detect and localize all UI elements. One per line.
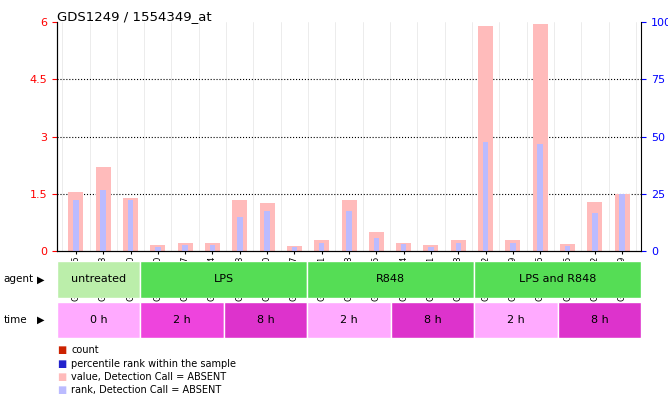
Bar (558, 302, 641, 338)
Bar (587, 202, 603, 251)
Bar (592, 213, 598, 251)
Text: untreated: untreated (71, 275, 126, 284)
Bar (123, 198, 138, 251)
Text: percentile rank within the sample: percentile rank within the sample (71, 359, 236, 369)
Text: 8 h: 8 h (591, 315, 609, 325)
Bar (510, 243, 516, 251)
Text: ▶: ▶ (37, 275, 44, 284)
Bar (474, 302, 558, 338)
Bar (532, 24, 548, 251)
Bar (506, 241, 520, 251)
Bar (128, 200, 133, 251)
Text: agent: agent (3, 275, 33, 284)
Bar (57, 261, 140, 298)
Bar (538, 143, 543, 251)
Text: 8 h: 8 h (424, 315, 442, 325)
Bar (619, 194, 625, 251)
Bar (319, 243, 325, 251)
Text: count: count (71, 345, 99, 355)
Text: 2 h: 2 h (340, 315, 358, 325)
Bar (396, 243, 411, 251)
Bar (140, 302, 224, 338)
Bar (346, 211, 352, 251)
Text: time: time (3, 315, 27, 325)
Bar (424, 245, 438, 251)
Text: 2 h: 2 h (173, 315, 191, 325)
Bar (391, 302, 474, 338)
Bar (307, 302, 391, 338)
Bar (260, 203, 275, 251)
Bar (57, 302, 140, 338)
Bar (178, 243, 192, 251)
Bar (150, 245, 166, 251)
Bar (224, 302, 307, 338)
Text: 0 h: 0 h (90, 315, 108, 325)
Bar (483, 143, 488, 251)
Bar (560, 244, 575, 251)
Bar (287, 246, 302, 251)
Bar (565, 246, 570, 251)
Bar (456, 243, 461, 251)
Bar (68, 192, 84, 251)
Bar (401, 244, 406, 251)
Bar (210, 245, 215, 251)
Bar (182, 245, 188, 251)
Bar (428, 247, 434, 251)
Bar (140, 261, 307, 298)
Bar (341, 200, 357, 251)
Text: 2 h: 2 h (507, 315, 525, 325)
Bar (205, 243, 220, 251)
Text: ■: ■ (57, 372, 66, 382)
Text: rank, Detection Call = ABSENT: rank, Detection Call = ABSENT (71, 386, 222, 395)
Bar (96, 167, 111, 251)
Text: ▶: ▶ (37, 315, 44, 325)
Bar (615, 194, 630, 251)
Text: GDS1249 / 1554349_at: GDS1249 / 1554349_at (57, 10, 211, 23)
Text: 8 h: 8 h (257, 315, 275, 325)
Bar (369, 232, 384, 251)
Bar (292, 247, 297, 251)
Bar (451, 241, 466, 251)
Text: LPS and R848: LPS and R848 (519, 275, 597, 284)
Text: LPS: LPS (214, 275, 234, 284)
Bar (307, 261, 474, 298)
Bar (474, 261, 641, 298)
Bar (478, 26, 493, 251)
Bar (73, 200, 79, 251)
Text: ■: ■ (57, 345, 66, 355)
Text: value, Detection Call = ABSENT: value, Detection Call = ABSENT (71, 372, 226, 382)
Bar (155, 247, 160, 251)
Text: ■: ■ (57, 386, 66, 395)
Bar (265, 211, 270, 251)
Text: ■: ■ (57, 359, 66, 369)
Bar (100, 190, 106, 251)
Bar (237, 217, 242, 251)
Bar (314, 241, 329, 251)
Bar (232, 200, 247, 251)
Bar (373, 238, 379, 251)
Text: R848: R848 (376, 275, 405, 284)
